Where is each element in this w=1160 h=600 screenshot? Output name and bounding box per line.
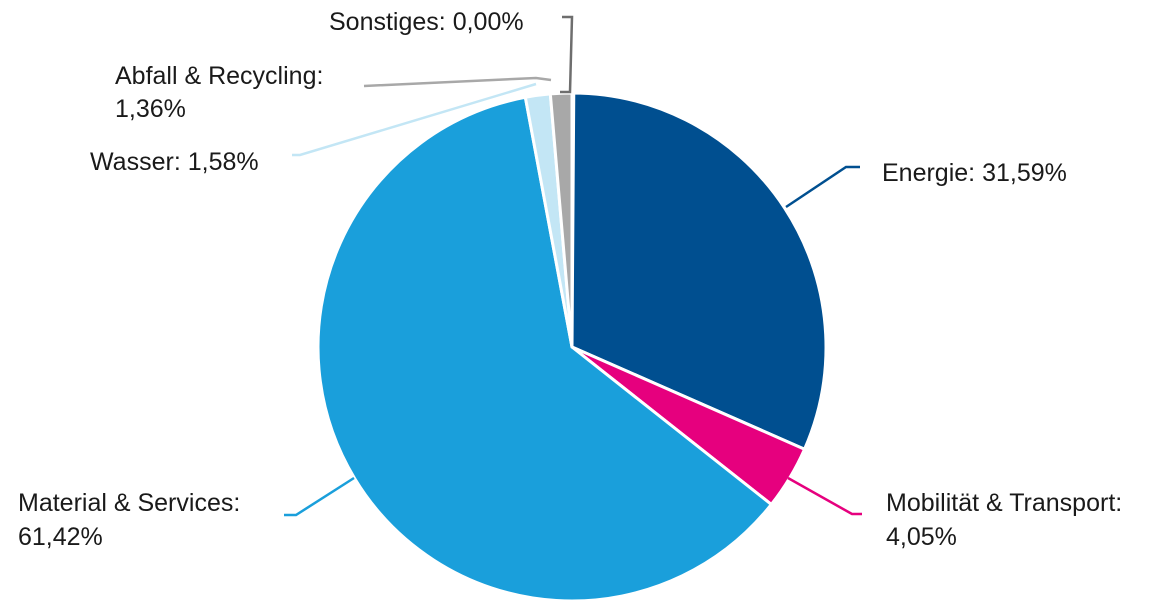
leader-line-sonstiges — [560, 15, 574, 94]
pie-slices — [316, 91, 828, 600]
label-material-services: Material & Services: 61,42% — [18, 489, 247, 551]
leader-line-abfall-recycling — [363, 76, 552, 88]
slice-energie — [570, 91, 828, 451]
label-wasser: Wasser: 1,58% — [90, 148, 259, 176]
leader-line-mobilitaet-transport — [787, 476, 862, 516]
label-sonstiges: Sonstiges: 0,00% — [329, 8, 524, 36]
label-energie: Energie: 31,59% — [882, 159, 1067, 187]
label-abfall-recycling: Abfall & Recycling: 1,36% — [115, 62, 330, 123]
leader-line-energie — [785, 165, 860, 209]
slice-sonstiges — [570, 91, 576, 349]
leader-line-wasser — [292, 82, 537, 157]
label-mobilitaet-transport: Mobilität & Transport: 4,05% — [886, 489, 1129, 551]
leader-lines — [284, 15, 862, 517]
slice-material-services — [316, 95, 773, 600]
leader-line-material-services — [284, 476, 355, 517]
